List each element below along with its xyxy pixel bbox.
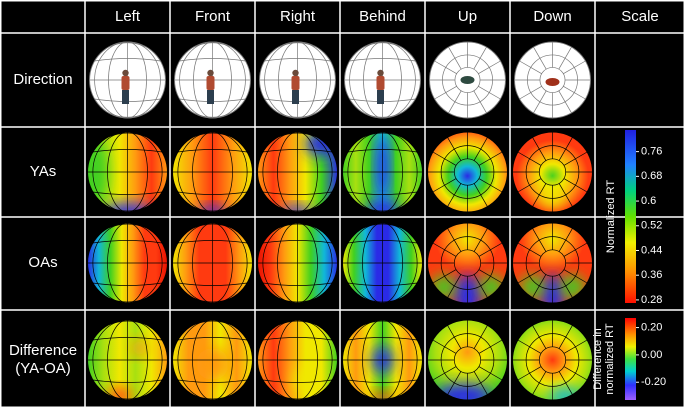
column-header: Behind [359, 8, 406, 25]
sphere [257, 319, 338, 401]
avatar [376, 69, 385, 104]
sphere [342, 222, 423, 304]
sphere [512, 131, 593, 213]
sphere [427, 222, 508, 304]
direction-sphere [259, 41, 336, 119]
column-header: Right [280, 8, 316, 25]
sphere [427, 131, 508, 213]
sphere [87, 131, 168, 213]
sphere [512, 319, 593, 401]
tick-label: -0.20 [641, 376, 666, 388]
direction-sphere [429, 41, 506, 119]
column-header: Down [533, 8, 571, 25]
sphere [87, 319, 168, 401]
avatar [291, 69, 300, 104]
direction-sphere [344, 41, 421, 119]
sphere [257, 222, 338, 304]
sphere [87, 222, 168, 304]
tick-label: 0.20 [641, 321, 662, 333]
tick-label: 0.68 [641, 170, 662, 182]
sphere [512, 222, 593, 304]
tick-label: 0.52 [641, 220, 662, 232]
colorbar-label: Difference in [592, 328, 604, 390]
colorbar [625, 318, 636, 400]
row-header: OAs [28, 254, 57, 271]
sphere [257, 131, 338, 213]
column-header: Left [115, 8, 141, 25]
tick-label: 0.6 [641, 195, 656, 207]
tick-label: 0.28 [641, 294, 662, 306]
row-header: (YA-OA) [15, 360, 71, 377]
tick-label: 0.00 [641, 349, 662, 361]
tick-label: 0.76 [641, 146, 662, 158]
sphere [342, 131, 423, 213]
direction-sphere [174, 41, 251, 119]
column-header: Scale [621, 8, 659, 25]
avatar [121, 69, 130, 104]
sphere [427, 319, 508, 401]
direction-sphere [514, 41, 591, 119]
direction-sphere [89, 41, 166, 119]
row-header: YAs [30, 163, 56, 180]
sphere [172, 222, 253, 304]
avatar [460, 76, 475, 84]
column-header: Front [195, 8, 231, 25]
row-header: Direction [13, 71, 72, 88]
sphere [342, 319, 423, 401]
tick-label: 0.36 [641, 269, 662, 281]
avatar [206, 69, 215, 104]
sphere [172, 319, 253, 401]
row-header: Difference [9, 342, 77, 359]
tick-label: 0.44 [641, 244, 662, 256]
colorbar-label: normalized RT [604, 323, 616, 395]
colorbar [625, 130, 636, 303]
avatar [545, 78, 560, 86]
sphere [172, 131, 253, 213]
column-header: Up [458, 8, 477, 25]
colorbar-label: Normalized RT [605, 180, 617, 253]
